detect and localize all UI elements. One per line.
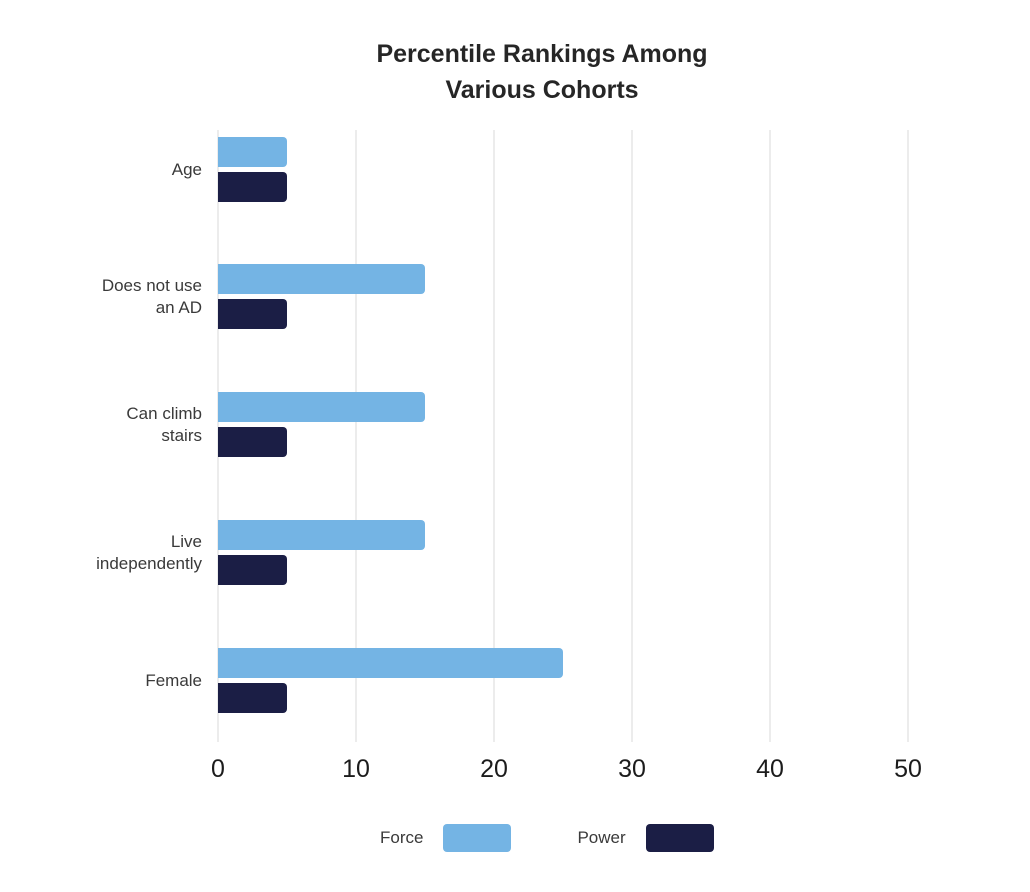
bar-force-1 xyxy=(218,137,287,167)
chart-title-line2: Various Cohorts xyxy=(445,76,639,104)
x-tick-label: 50 xyxy=(894,755,922,783)
category-label: Female xyxy=(145,670,202,690)
x-tick-label: 0 xyxy=(211,755,225,783)
bar-force-4 xyxy=(218,520,425,550)
gridline xyxy=(769,130,771,742)
chart-title-line1: Percentile Rankings Among xyxy=(376,40,708,68)
legend-label-force: Force xyxy=(380,828,424,847)
bar-force-2 xyxy=(218,264,425,294)
chart-title: Percentile Rankings Among Various Cohort… xyxy=(54,36,1030,108)
gridline xyxy=(631,130,633,742)
x-tick-label: 30 xyxy=(618,755,646,783)
bar-power-3 xyxy=(218,427,287,457)
gridline xyxy=(493,130,495,742)
x-tick-label: 10 xyxy=(342,755,370,783)
category-label: Age xyxy=(171,159,202,179)
bar-power-5 xyxy=(218,683,287,713)
bar-power-1 xyxy=(218,172,287,202)
x-tick-label: 20 xyxy=(480,755,508,783)
x-tick-label: 40 xyxy=(756,755,784,783)
bar-power-2 xyxy=(218,299,287,329)
legend-swatch-power xyxy=(645,824,714,852)
legend-label-power: Power xyxy=(577,828,626,847)
legend: Force Power xyxy=(380,824,714,852)
gridline xyxy=(907,130,909,742)
bar-power-4 xyxy=(218,555,287,585)
category-label: Does not use an AD xyxy=(101,275,202,317)
category-label: Live independently xyxy=(96,531,202,573)
bar-force-5 xyxy=(218,648,563,678)
gridline xyxy=(355,130,357,742)
legend-swatch-force xyxy=(443,824,512,852)
bar-force-3 xyxy=(218,392,425,422)
category-label: Can climb stairs xyxy=(126,403,202,445)
